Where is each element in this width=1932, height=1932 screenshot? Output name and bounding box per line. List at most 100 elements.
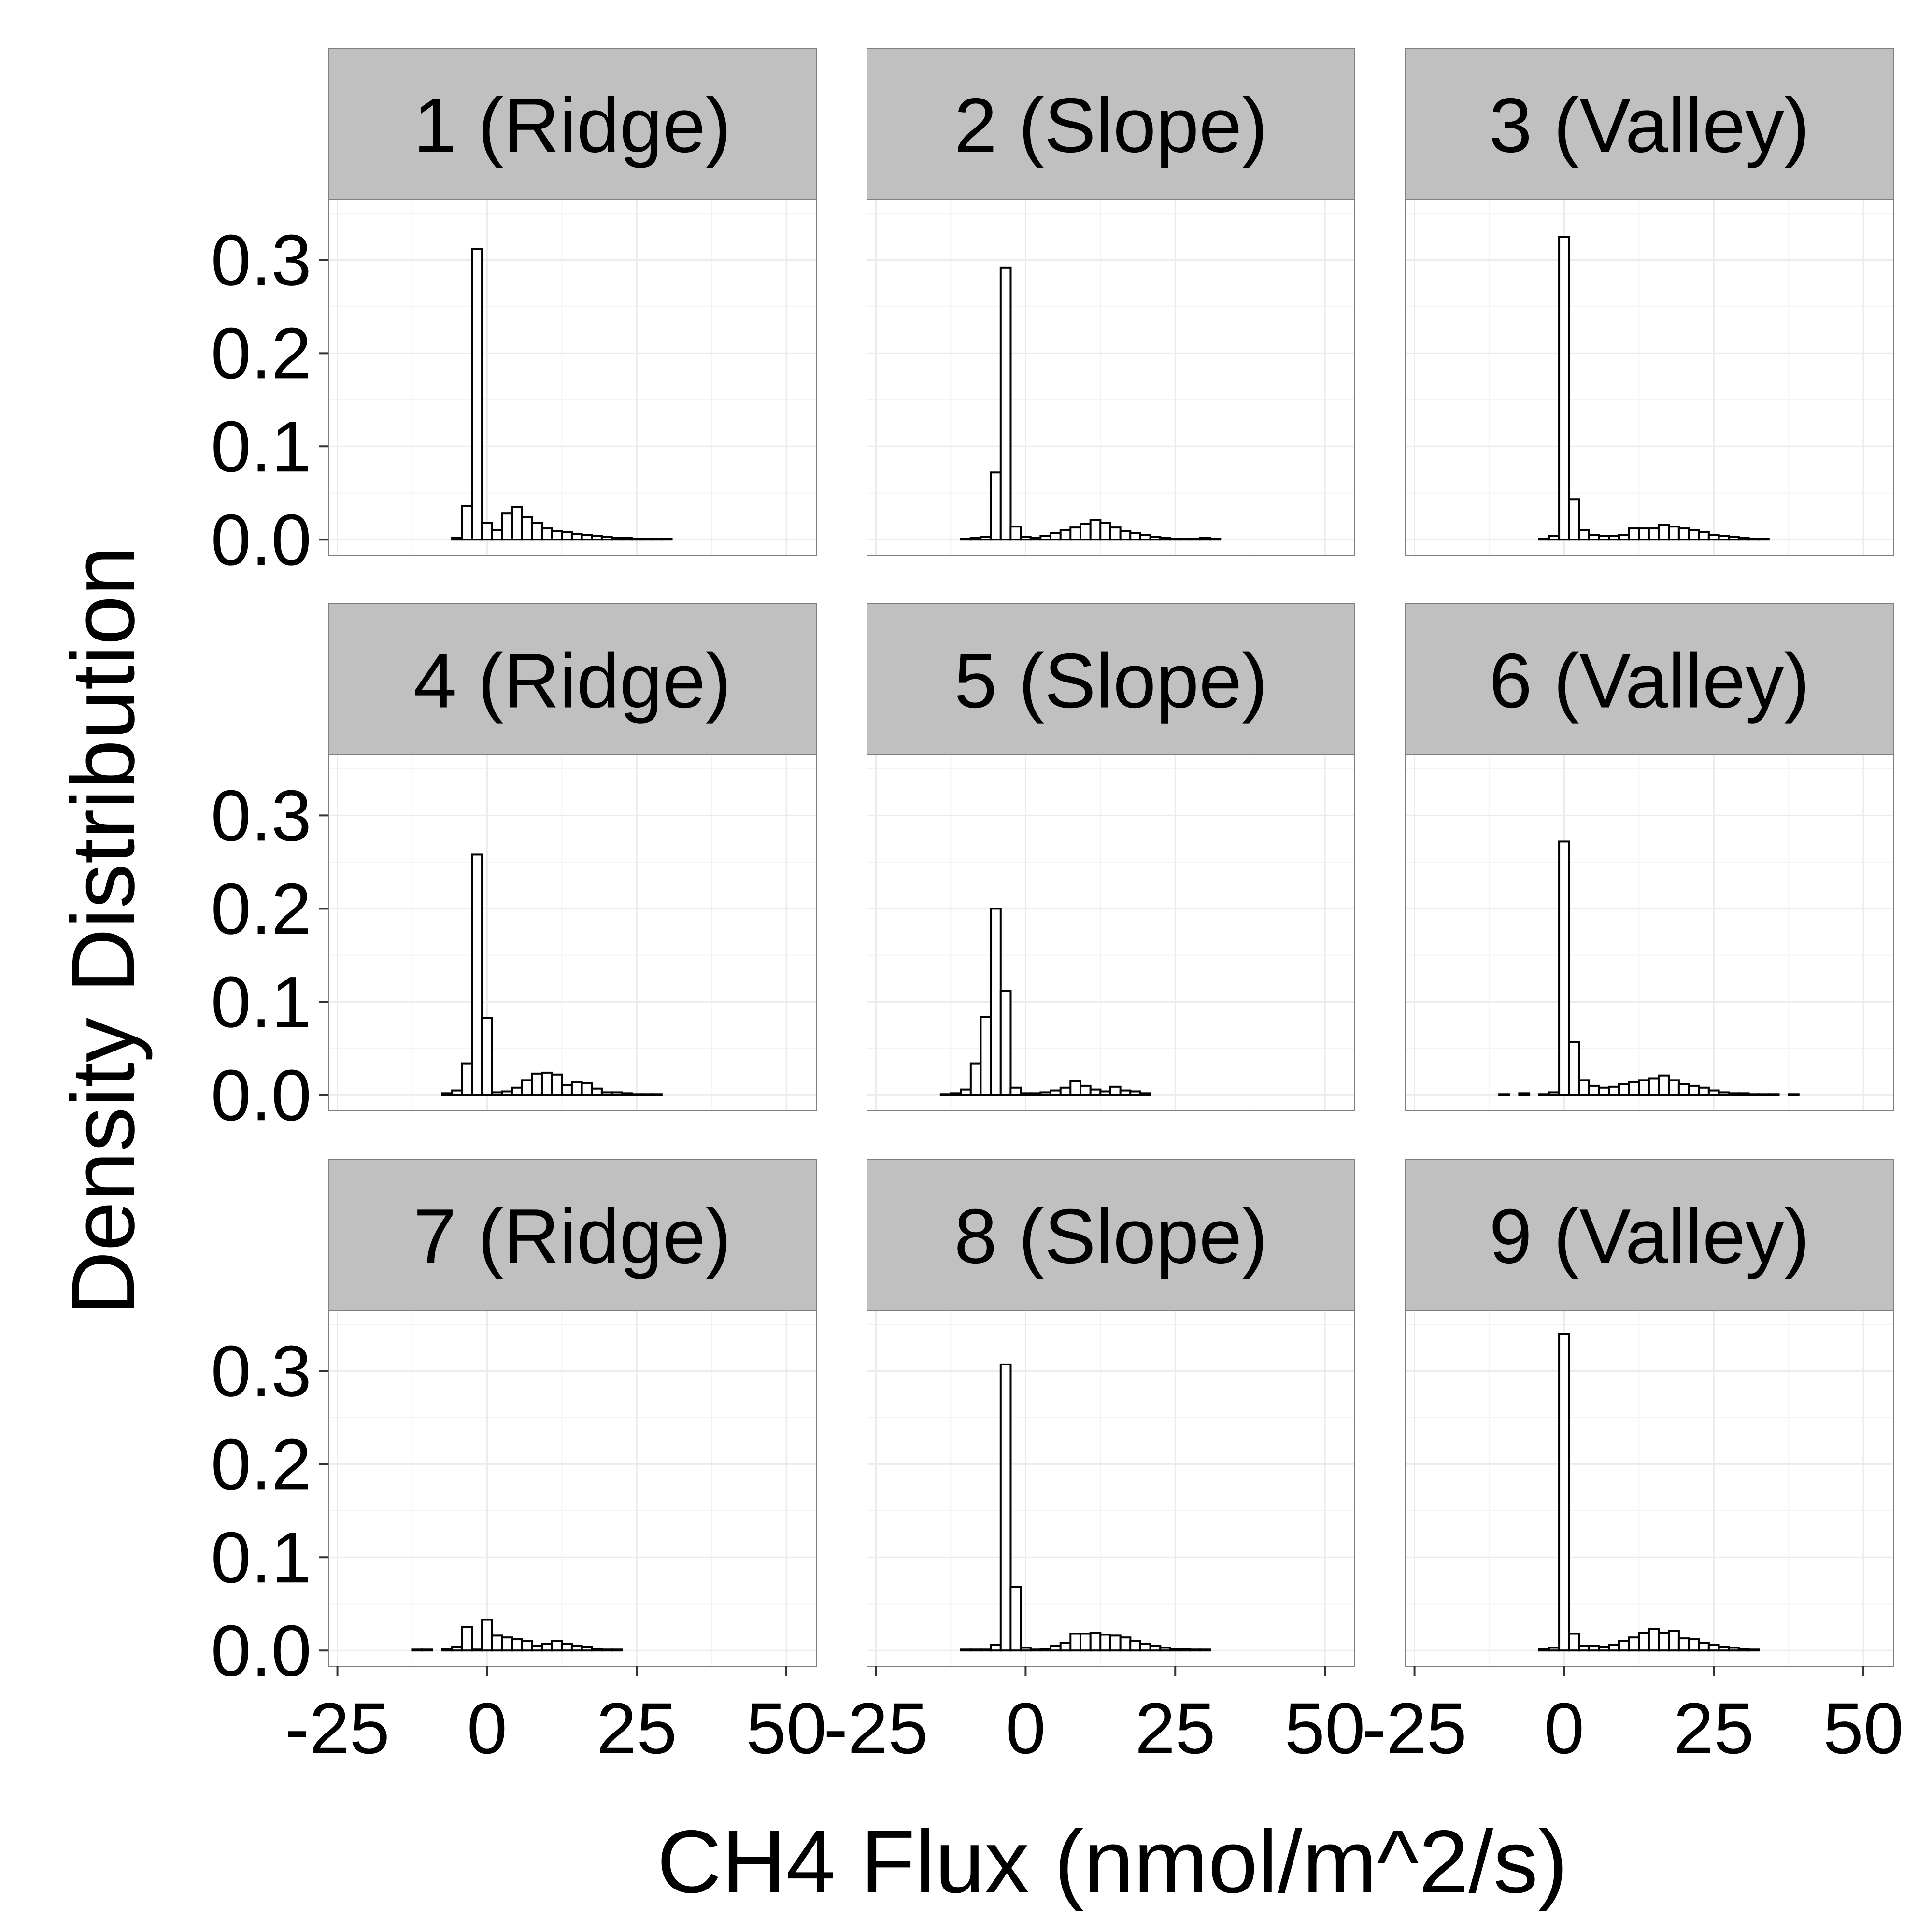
x-tick-label: 50 [746,1688,827,1769]
x-tick-label: -25 [285,1688,390,1769]
histogram-bar [1558,236,1570,541]
histogram-bar [1009,1586,1022,1652]
histogram-bar [570,1081,583,1096]
histogram-bar [1668,1630,1680,1652]
histogram-bar [1688,1638,1700,1652]
histogram-bar [1658,524,1670,541]
panel-background [328,1310,816,1666]
panel-background [867,199,1355,555]
histogram-bar [969,1648,982,1652]
panel-border [867,1310,1355,1667]
facet-panel: 8 (Slope) -25 0 25 50 [824,1159,1365,1769]
facet-strip [1405,603,1894,755]
histogram-bar [1707,1089,1720,1096]
histogram-bar [1089,519,1102,541]
facet-strip-label: 8 (Slope) [954,1193,1267,1279]
histogram-bar [501,1090,513,1096]
histogram-bar [1728,536,1740,541]
histogram-bar [999,990,1012,1096]
histogram-bar [1788,1093,1800,1096]
panel-border [328,1310,817,1667]
facet-panel: 6 (Valley) [1405,603,1894,1111]
histogram-bar [600,1091,613,1096]
histogram-bar [1029,1648,1042,1652]
histogram-bar [1747,1093,1760,1096]
histogram-bar [1688,529,1700,541]
histogram-bar [481,522,493,541]
histogram-bar [1728,1092,1740,1096]
histogram-bar [999,1363,1012,1652]
histogram-bar [1079,1633,1092,1652]
histogram-bar [1050,532,1062,541]
histogram-bar [1658,1632,1670,1652]
facet-strip-label: 2 (Slope) [954,82,1267,169]
histogram-bar [1618,1640,1630,1652]
y-tick-label: 0.1 [211,1517,312,1598]
x-tick-label: 0 [1544,1688,1584,1769]
histogram-bar [1767,1093,1780,1096]
histogram-bar [451,1089,463,1096]
histogram-bar [1658,1074,1670,1096]
histogram-bar [521,1079,533,1096]
histogram-bar [1518,1092,1531,1096]
histogram-bar [1189,1648,1201,1652]
y-tick-label: 0.3 [211,1330,312,1411]
histogram-bar [551,1073,563,1096]
facet-panel: 9 (Valley) -25 0 25 50 [1362,1159,1904,1769]
histogram-bar [461,1626,473,1652]
histogram-bar [1668,1079,1680,1096]
histogram-bar [511,506,523,541]
histogram-bar [1737,537,1750,541]
facet-panels: 1 (Ridge) 0.0 0.1 0.2 0.3 2 (Slope) 3 (Valley)… [211,48,1904,1769]
histogram-bar [611,1091,623,1096]
histogram-bar [1050,1089,1062,1096]
facet-strip-label: 1 (Ridge) [413,82,731,169]
histogram-bar [471,248,483,541]
panel-background [867,755,1355,1111]
histogram-bar [950,1092,962,1096]
facet-strip-label: 9 (Valley) [1489,1193,1810,1279]
histogram-bar [540,527,553,541]
y-tick-label: 0.2 [211,313,312,394]
histogram-bar [1698,1086,1710,1096]
histogram-bar [630,538,643,541]
facet-strip-label: 6 (Valley) [1489,638,1810,724]
histogram-bar [1638,1632,1650,1652]
histogram-bar [451,1646,463,1652]
histogram-bar [1209,538,1222,541]
histogram-bar [1568,1633,1580,1652]
histogram-bar [1648,1628,1660,1652]
facet-strip-label: 5 (Slope) [954,638,1267,724]
histogram-bar [581,1646,593,1652]
histogram-bar [1039,1091,1052,1096]
histogram-bar [1638,527,1650,541]
histogram-bar [551,1640,563,1652]
histogram-bar [570,1645,583,1652]
histogram-bar [1099,522,1111,541]
histogram-bar [570,533,583,541]
histogram-bar [960,1648,972,1652]
histogram-bar [411,1648,424,1652]
histogram-bar [1677,1083,1690,1096]
y-tick-label: 0.1 [211,961,312,1042]
y-tick-label: 0.0 [211,1054,312,1136]
panel-border [867,199,1355,556]
histogram-bar [969,537,982,541]
y-tick-label: 0.0 [211,499,312,580]
histogram-bar [969,1062,982,1096]
histogram-bar [1718,535,1730,541]
y-tick-label: 0.1 [211,406,312,487]
histogram-bar [1159,1647,1171,1652]
facet-strip [328,48,817,200]
histogram-bar [1588,1645,1600,1652]
histogram-bar [660,538,673,541]
histogram-bar [1608,535,1620,541]
histogram-bar [1169,538,1181,541]
histogram-bar [1628,527,1640,541]
facet-strip [867,1159,1355,1311]
facet-strip [1405,48,1894,200]
x-tick-label: 25 [597,1688,677,1769]
histogram-bar [1089,1088,1102,1096]
histogram-bar [1618,534,1630,541]
y-tick-label: 0.2 [211,1423,312,1505]
